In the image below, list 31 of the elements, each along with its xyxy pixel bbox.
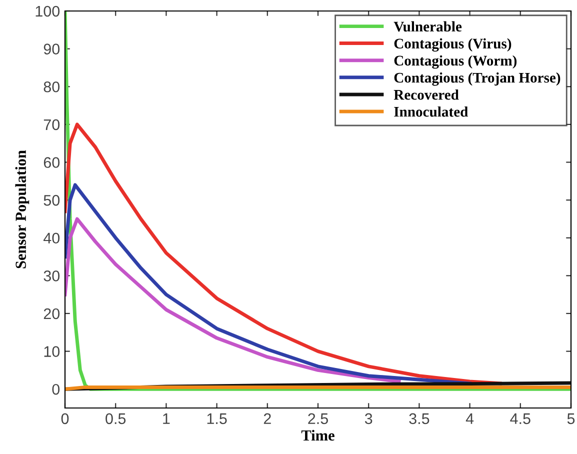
x-tick-label: 1 xyxy=(163,413,170,424)
y-tick-label: 100 xyxy=(36,6,60,17)
y-tick-label: 50 xyxy=(44,194,60,206)
y-tick-label: 80 xyxy=(44,81,60,92)
x-tick-label: 0 xyxy=(61,413,69,424)
x-tick-label: 5 xyxy=(567,413,575,424)
legend-label: Contagious (Worm) xyxy=(394,55,517,69)
legend-label: Recovered xyxy=(394,89,459,100)
y-axis-title: Sensor Population xyxy=(15,150,30,268)
x-tick-label: 4.5 xyxy=(510,413,530,424)
x-tick-label: 4 xyxy=(466,413,474,424)
legend-label: Vulnerable xyxy=(394,21,462,32)
x-tick-label: 2 xyxy=(264,413,271,424)
legend-label: Innoculated xyxy=(394,106,468,117)
y-tick-label: 10 xyxy=(44,346,60,357)
y-tick-label: 70 xyxy=(44,119,60,130)
x-axis-title: Time xyxy=(301,430,334,441)
x-tick-label: 1.5 xyxy=(207,413,227,424)
y-tick-label: 0 xyxy=(52,384,60,395)
x-tick-label: 0.5 xyxy=(106,413,126,424)
line-series xyxy=(65,217,401,384)
y-tick-label: 40 xyxy=(44,232,60,244)
y-tick-label: 30 xyxy=(44,270,60,282)
x-tick-label: 3.5 xyxy=(409,413,430,424)
y-tick-label: 20 xyxy=(44,308,60,320)
legend-label: Contagious (Virus) xyxy=(394,38,512,52)
x-tick-label: 3 xyxy=(364,413,372,424)
y-tick-label: 60 xyxy=(44,157,60,168)
y-tick-label: 90 xyxy=(44,44,60,54)
x-tick-label: 2.5 xyxy=(308,413,328,424)
legend-label: Contagious (Trojan Horse) xyxy=(394,72,560,86)
